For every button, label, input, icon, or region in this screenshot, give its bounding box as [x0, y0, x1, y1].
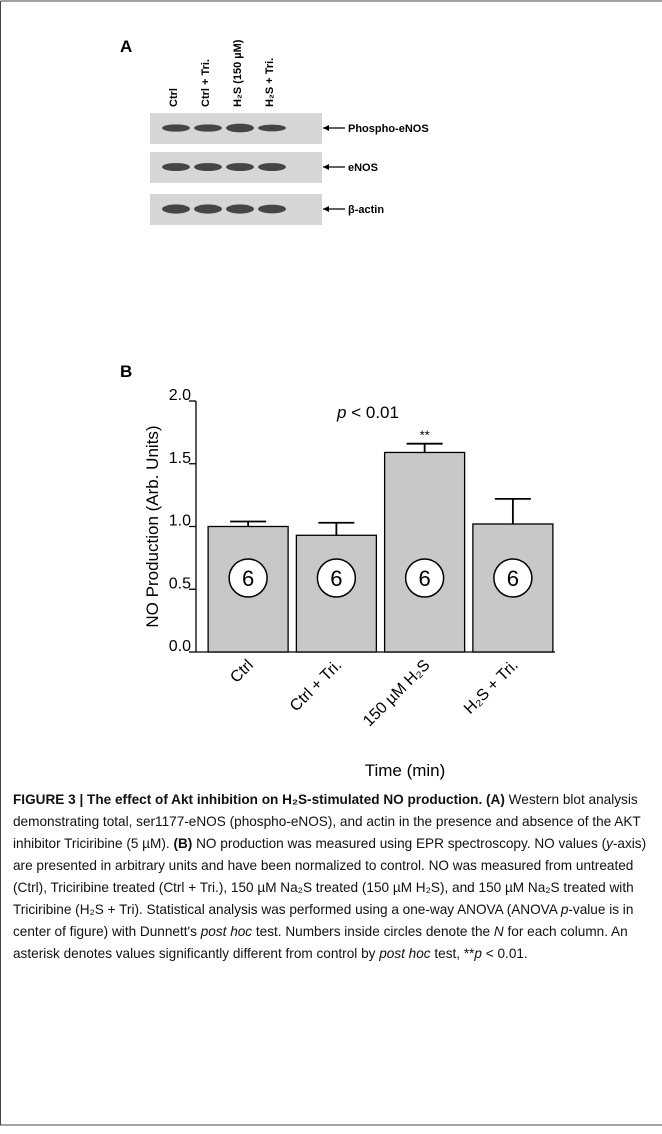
n-label: 6 — [419, 566, 431, 591]
x-axis-label: Time (min) — [365, 761, 446, 780]
caption-text: (B) — [173, 836, 192, 851]
significance-label: ** — [420, 428, 430, 443]
annotation-part: p — [336, 403, 346, 422]
caption-text: p — [474, 946, 482, 961]
x-tick-label: Ctrl — [227, 657, 257, 687]
page: { "panel_a": { "label": "A", "lanes": ["… — [0, 0, 662, 1134]
y-tick-label: 1.5 — [169, 450, 191, 467]
blot-band — [162, 124, 190, 131]
band-label: β-actin — [348, 204, 384, 216]
band-arrowhead — [323, 206, 329, 212]
n-label: 6 — [242, 566, 254, 591]
x-tick-label: Ctrl + Tri. — [287, 657, 345, 715]
n-label: 6 — [330, 566, 342, 591]
n-label: 6 — [507, 566, 519, 591]
y-tick-label: 1.0 — [169, 513, 191, 530]
bar — [385, 452, 465, 652]
y-tick-label: 0.5 — [169, 575, 191, 592]
blot-band — [258, 205, 286, 214]
blot-band — [258, 163, 286, 171]
caption-text: FIGURE 3 | The effect of Akt inhibition … — [13, 792, 505, 807]
caption-text: test. Numbers inside circles denote the — [252, 924, 494, 939]
band-label: Phospho-eNOS — [348, 123, 429, 135]
blot-band — [194, 124, 222, 131]
y-tick-label: 0.0 — [169, 638, 191, 655]
band-arrowhead — [323, 164, 329, 170]
caption-text: y — [606, 836, 613, 851]
blot-band — [162, 163, 190, 171]
figure-caption: FIGURE 3 | The effect of Akt inhibition … — [13, 789, 653, 965]
panel-label: A — [120, 37, 132, 56]
y-tick-label: 2.0 — [169, 387, 191, 404]
caption-text: post hoc — [201, 924, 252, 939]
caption-text: < 0.01. — [482, 946, 528, 961]
x-tick-label: 150 µM H₂S — [360, 657, 433, 730]
lane-label: Ctrl — [168, 88, 180, 107]
blot-band — [226, 124, 254, 133]
lane-label: Ctrl + Tri. — [200, 59, 212, 107]
caption-text: NO production was measured using EPR spe… — [192, 836, 606, 851]
blot-band — [194, 163, 222, 171]
caption-text: test, ** — [431, 946, 475, 961]
bar-chart: B 0.0 0.5 1.0 1.5 2.0 NO Production (Arb. Unit… — [120, 362, 555, 780]
band-label: eNOS — [348, 162, 378, 174]
blot-band — [226, 204, 254, 213]
caption-text: post hoc — [379, 946, 430, 961]
caption-text: N — [494, 924, 504, 939]
blot-band — [226, 163, 254, 171]
annotation: p < 0.01 — [336, 403, 399, 422]
blot-band — [258, 125, 286, 132]
lane-label: H₂S (150 µM) — [232, 39, 244, 107]
panel-label: B — [120, 362, 132, 381]
annotation-part: < 0.01 — [347, 403, 399, 422]
x-tick-label: H₂S + Tri. — [461, 657, 522, 718]
band-arrowhead — [323, 125, 329, 131]
y-axis-label: NO Production (Arb. Units) — [143, 425, 162, 627]
blot-band — [194, 204, 222, 213]
blot-band — [162, 204, 190, 213]
lane-label: H₂S + Tri. — [264, 58, 276, 107]
